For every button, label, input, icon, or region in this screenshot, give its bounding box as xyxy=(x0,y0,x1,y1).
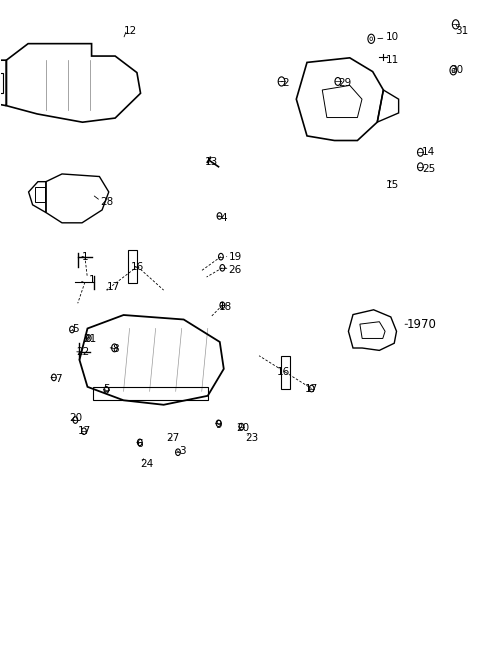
Text: 7: 7 xyxy=(55,374,62,384)
Text: 21: 21 xyxy=(83,334,96,345)
Text: 20: 20 xyxy=(236,423,249,433)
Text: 8: 8 xyxy=(113,344,119,354)
Text: 10: 10 xyxy=(386,32,399,42)
Text: 5: 5 xyxy=(103,384,110,393)
Text: 18: 18 xyxy=(219,302,232,312)
Text: 29: 29 xyxy=(338,78,352,88)
Text: 1: 1 xyxy=(82,252,88,262)
Text: 16: 16 xyxy=(131,262,144,272)
Text: 17: 17 xyxy=(305,384,318,393)
Text: 1970: 1970 xyxy=(407,318,436,331)
Text: 19: 19 xyxy=(228,252,242,262)
Text: 17: 17 xyxy=(107,282,120,292)
Bar xyxy=(281,356,290,389)
Text: 6: 6 xyxy=(136,440,143,449)
Text: 20: 20 xyxy=(69,413,82,423)
Text: 22: 22 xyxy=(76,347,89,357)
Text: 9: 9 xyxy=(215,420,222,430)
Text: 25: 25 xyxy=(422,163,435,174)
Text: 4: 4 xyxy=(220,213,227,223)
Text: 30: 30 xyxy=(451,65,464,75)
Text: 15: 15 xyxy=(386,180,399,190)
Text: 14: 14 xyxy=(422,148,435,158)
Text: 3: 3 xyxy=(180,446,186,456)
Text: 1: 1 xyxy=(89,275,96,285)
Text: 13: 13 xyxy=(205,157,218,167)
Text: 28: 28 xyxy=(100,196,113,206)
Text: 17: 17 xyxy=(78,426,92,436)
Text: 27: 27 xyxy=(167,433,180,443)
Bar xyxy=(128,250,137,283)
Text: 16: 16 xyxy=(276,367,289,377)
Text: 26: 26 xyxy=(228,266,242,275)
Text: 5: 5 xyxy=(72,324,79,335)
Text: 24: 24 xyxy=(140,459,154,469)
Text: 31: 31 xyxy=(456,26,468,36)
Text: 2: 2 xyxy=(282,78,288,88)
Text: 12: 12 xyxy=(124,26,137,36)
Text: 11: 11 xyxy=(386,55,399,65)
Text: 23: 23 xyxy=(245,433,259,443)
